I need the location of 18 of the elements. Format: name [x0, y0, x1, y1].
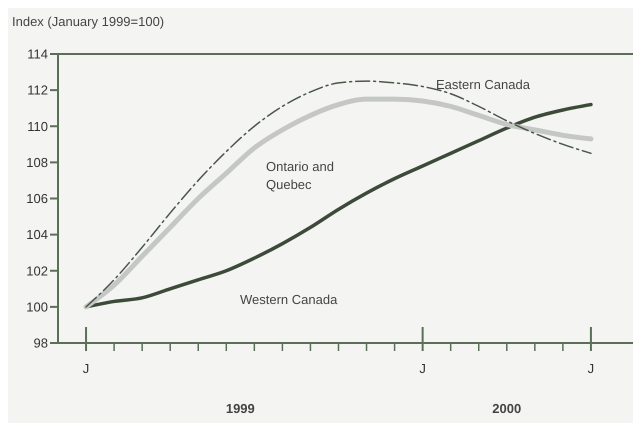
y-tick-label: 106	[26, 191, 48, 206]
series-label: Eastern Canada	[436, 76, 531, 94]
y-tick-label: 112	[27, 82, 48, 98]
y-tick-label: 104	[26, 227, 48, 242]
text: 1999	[224, 401, 256, 416]
y-tick-label: 102	[26, 263, 48, 278]
x-tick-label: J	[419, 361, 426, 376]
x-tick-label: J	[588, 361, 594, 376]
series-label: Western Canada	[240, 291, 338, 309]
y-tick-label: 114	[27, 46, 48, 62]
y-tick-label: 110	[27, 118, 48, 134]
text: 2000	[491, 401, 522, 416]
series-label: Ontario and Quebec	[266, 158, 335, 194]
y-tick-label: 108	[26, 154, 48, 170]
y-tick-label: 98	[34, 336, 48, 351]
x-tick-label: J	[82, 361, 90, 376]
y-tick-label: 100	[26, 299, 48, 314]
y-axis-title: Index (January 1999=100)	[12, 14, 164, 29]
